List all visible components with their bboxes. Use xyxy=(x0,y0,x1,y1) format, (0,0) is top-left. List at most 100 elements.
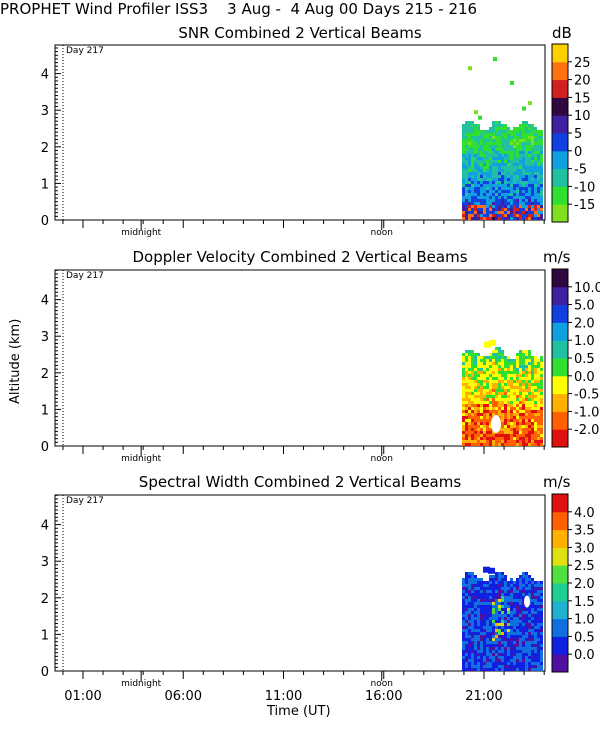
heatmap-cell xyxy=(474,587,477,590)
heatmap-cell xyxy=(477,428,480,431)
heatmap-cell xyxy=(516,665,519,668)
heatmap-cell xyxy=(513,371,516,374)
heatmap-cell xyxy=(477,602,480,605)
heatmap-cell xyxy=(465,641,468,644)
heatmap-cell xyxy=(486,641,489,644)
heatmap-cell xyxy=(465,380,468,383)
heatmap-cell xyxy=(504,644,507,647)
heatmap-gap xyxy=(524,595,530,608)
heatmap-cell xyxy=(486,383,489,386)
heatmap-cell xyxy=(516,383,519,386)
heatmap-cell xyxy=(516,365,519,368)
heatmap-cell xyxy=(507,386,510,389)
heatmap-cell xyxy=(507,214,510,217)
heatmap-cell xyxy=(501,163,504,166)
heatmap-cell xyxy=(486,653,489,656)
heatmap-cell xyxy=(483,217,486,220)
heatmap-cell xyxy=(495,659,498,662)
heatmap-cell xyxy=(504,437,507,440)
heatmap-cell xyxy=(531,383,534,386)
heatmap-cell xyxy=(474,383,477,386)
heatmap-cell xyxy=(489,431,492,434)
heatmap-cell xyxy=(516,362,519,365)
heatmap-cell xyxy=(480,190,483,193)
heatmap-cell xyxy=(531,593,534,596)
heatmap-cell xyxy=(522,356,525,359)
colorbar-tick-label: -15 xyxy=(574,198,595,213)
heatmap-cell xyxy=(492,662,495,665)
heatmap-cell xyxy=(504,617,507,620)
heatmap-cell xyxy=(516,668,519,671)
heatmap-cell xyxy=(468,127,471,130)
heatmap-cell xyxy=(504,635,507,638)
heatmap-cell xyxy=(540,371,543,374)
heatmap-cell xyxy=(522,175,525,178)
heatmap-cell xyxy=(534,136,537,139)
heatmap-cell xyxy=(486,623,489,626)
heatmap-cell xyxy=(510,596,513,599)
heatmap-cell xyxy=(504,142,507,145)
heatmap-cell xyxy=(462,130,465,133)
width-colorbar-segment xyxy=(552,600,568,620)
heatmap-cell xyxy=(510,428,513,431)
heatmap-speckle xyxy=(510,80,514,85)
heatmap-cell xyxy=(489,578,492,581)
heatmap-cell xyxy=(519,130,522,133)
heatmap-cell xyxy=(477,395,480,398)
heatmap-cell xyxy=(483,614,486,617)
heatmap-cell xyxy=(498,623,501,626)
heatmap-cell xyxy=(498,130,501,133)
heatmap-cell xyxy=(480,169,483,172)
heatmap-cell xyxy=(477,365,480,368)
heatmap-cell xyxy=(465,419,468,422)
heatmap-cell xyxy=(462,596,465,599)
heatmap-cell xyxy=(519,383,522,386)
heatmap-cell xyxy=(483,410,486,413)
x-tick-label: 01:00 xyxy=(64,689,101,704)
heatmap-cell xyxy=(474,175,477,178)
heatmap-cell xyxy=(483,356,486,359)
heatmap-cell xyxy=(495,629,498,632)
heatmap-cell xyxy=(504,647,507,650)
heatmap-cell xyxy=(525,665,528,668)
heatmap-cell xyxy=(522,401,525,404)
heatmap-cell xyxy=(516,193,519,196)
heatmap-cell xyxy=(465,611,468,614)
heatmap-cell xyxy=(528,356,531,359)
heatmap-cell xyxy=(501,184,504,187)
heatmap-cell xyxy=(498,172,501,175)
heatmap-cell xyxy=(513,359,516,362)
heatmap-cell xyxy=(474,623,477,626)
heatmap-cell xyxy=(540,599,543,602)
heatmap-cell xyxy=(471,383,474,386)
heatmap-cell xyxy=(510,208,513,211)
heatmap-cell xyxy=(486,638,489,641)
heatmap-cell xyxy=(507,587,510,590)
heatmap-cell xyxy=(501,575,504,578)
heatmap-cell xyxy=(471,127,474,130)
heatmap-cell xyxy=(531,172,534,175)
heatmap-cell xyxy=(486,410,489,413)
heatmap-cell xyxy=(480,440,483,443)
heatmap-cell xyxy=(501,353,504,356)
heatmap-cell xyxy=(513,584,516,587)
heatmap-cell xyxy=(468,202,471,205)
heatmap-cell xyxy=(483,635,486,638)
heatmap-cell xyxy=(471,163,474,166)
heatmap-cell xyxy=(534,428,537,431)
heatmap-cell xyxy=(531,133,534,136)
heatmap-cell xyxy=(510,199,513,202)
heatmap-cell xyxy=(510,202,513,205)
heatmap-cell xyxy=(489,166,492,169)
heatmap-cell xyxy=(474,617,477,620)
heatmap-cell xyxy=(513,386,516,389)
heatmap-cell xyxy=(489,395,492,398)
heatmap-cell xyxy=(477,659,480,662)
heatmap-cell xyxy=(531,635,534,638)
heatmap-cell xyxy=(516,650,519,653)
heatmap-cell xyxy=(498,374,501,377)
heatmap-cell xyxy=(492,653,495,656)
heatmap-cell xyxy=(519,362,522,365)
heatmap-cell xyxy=(501,587,504,590)
heatmap-cell xyxy=(477,196,480,199)
